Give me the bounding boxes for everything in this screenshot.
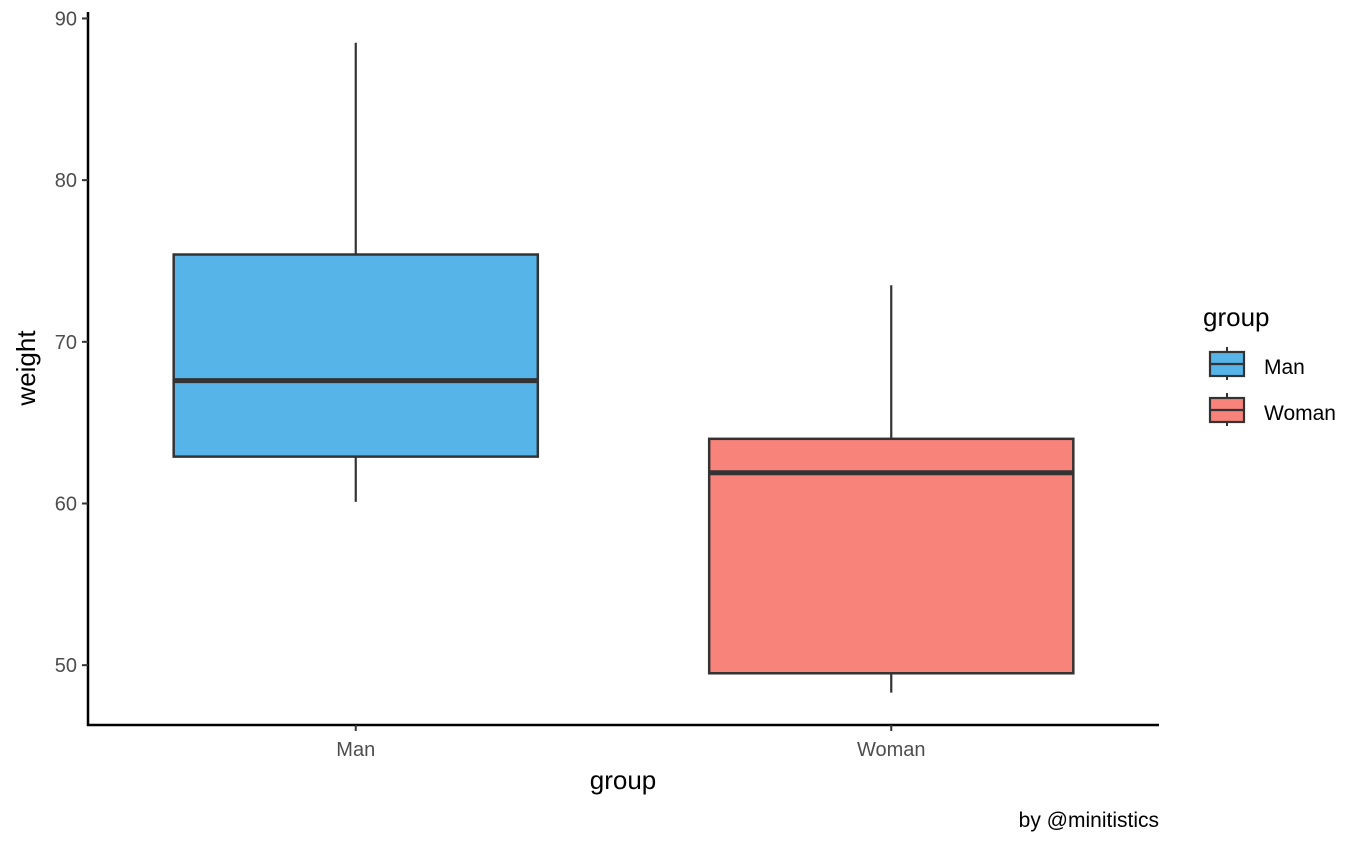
y-axis-title: weight <box>11 330 41 407</box>
legend-title: group <box>1203 302 1270 332</box>
box-man <box>172 42 540 502</box>
y-tick-label: 70 <box>55 332 77 354</box>
y-tick-label: 90 <box>55 8 77 30</box>
caption: by @minitistics <box>1019 809 1159 832</box>
x-tick-label: Man <box>336 739 375 761</box>
box-woman <box>707 285 1075 693</box>
plot-area <box>172 42 1075 693</box>
y-tick-label: 80 <box>55 170 77 192</box>
legend: group Man Woman <box>1203 302 1336 426</box>
y-tick-label: 60 <box>55 494 77 516</box>
axes: 50 60 70 80 90 Man Woman <box>55 8 1159 761</box>
y-tick-label: 50 <box>55 655 77 677</box>
legend-label: Man <box>1264 356 1305 379</box>
legend-label: Woman <box>1264 402 1336 425</box>
box-body <box>707 437 1075 675</box>
x-axis-title: group <box>590 765 657 795</box>
legend-item-woman: Woman <box>1208 393 1336 426</box>
legend-item-man: Man <box>1208 347 1305 380</box>
x-tick-label: Woman <box>857 739 926 761</box>
box-body <box>172 253 540 458</box>
